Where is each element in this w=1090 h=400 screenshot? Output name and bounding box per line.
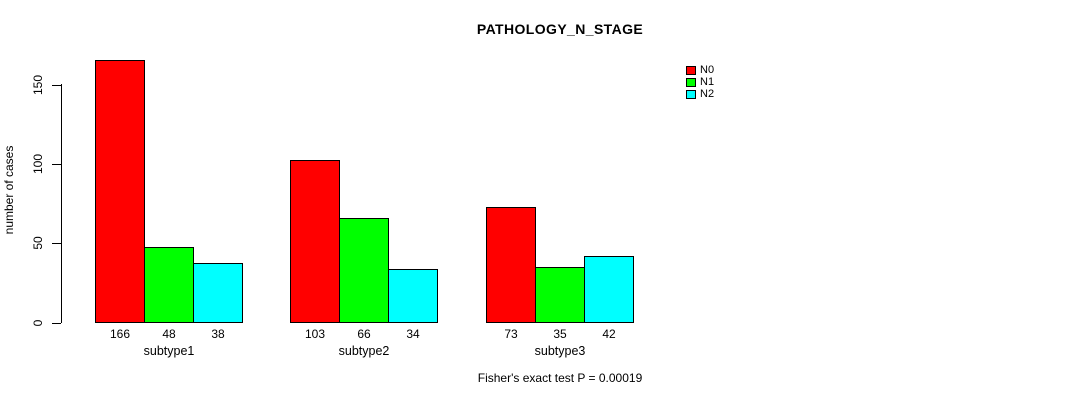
y-tick-label: 100: [31, 153, 45, 175]
bar-value-label: 48: [162, 327, 176, 341]
category-label: subtype1: [143, 344, 195, 358]
y-axis-label: number of cases: [2, 145, 16, 235]
y-tick-label: 0: [31, 319, 45, 327]
category-label: subtype2: [338, 344, 390, 358]
bar-value-label: 42: [602, 327, 616, 341]
bar-value-label: 166: [109, 327, 131, 341]
legend-row-N1: N1: [686, 76, 714, 88]
fisher-test-annotation: Fisher's exact test P = 0.00019: [477, 371, 643, 385]
legend-swatch-N0: [686, 65, 696, 75]
bar-value-label: 73: [504, 327, 518, 341]
legend: N0 N1 N2: [686, 64, 714, 100]
bar-value-label: 35: [553, 327, 567, 341]
category-label: subtype3: [534, 344, 586, 358]
legend-row-N2: N2: [686, 88, 714, 100]
bar-N1-subtype2: [339, 218, 389, 323]
y-tick: [52, 323, 61, 324]
bar-N2-subtype2: [388, 269, 438, 323]
bar-N0-subtype1: [95, 60, 145, 323]
bar-N0-subtype2: [290, 160, 340, 323]
bar-N0-subtype3: [486, 207, 536, 323]
y-tick: [52, 85, 61, 86]
bar-value-label: 38: [211, 327, 225, 341]
bar-value-label: 34: [406, 327, 420, 341]
legend-row-N0: N0: [686, 64, 714, 76]
bar-N1-subtype1: [144, 247, 194, 323]
y-tick-label: 50: [31, 236, 45, 250]
bar-N2-subtype3: [584, 256, 634, 323]
legend-label: N0: [700, 64, 715, 76]
legend-swatch-N2: [686, 89, 696, 99]
chart-title: PATHOLOGY_N_STAGE: [476, 21, 644, 37]
legend-swatch-N1: [686, 77, 696, 87]
legend-label: N2: [700, 88, 715, 100]
bar-value-label: 103: [304, 327, 326, 341]
bar-value-label: 66: [357, 327, 371, 341]
y-tick: [52, 243, 61, 244]
y-axis-line: [61, 84, 62, 323]
legend-label: N1: [700, 76, 715, 88]
bar-N1-subtype3: [535, 267, 585, 323]
bar-N2-subtype1: [193, 263, 243, 323]
y-tick: [52, 164, 61, 165]
y-tick-label: 150: [31, 74, 45, 96]
